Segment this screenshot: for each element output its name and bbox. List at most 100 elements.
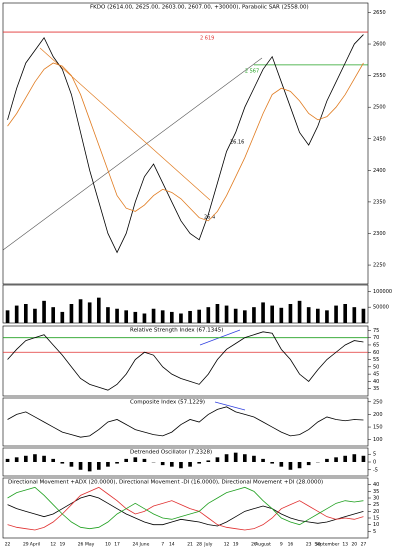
bar <box>297 462 302 469</box>
y-tick-label: 45 <box>373 372 379 378</box>
divergence-line <box>214 401 246 411</box>
level-label: 2 619 <box>200 36 214 42</box>
bar <box>288 462 293 470</box>
bar <box>169 311 174 323</box>
bar <box>151 308 156 323</box>
bar <box>133 457 138 462</box>
panel-title: FKDO (2614.00, 2625.00, 2603.00, 2607.00… <box>90 5 309 11</box>
bar <box>169 462 174 467</box>
y-tick-label: 2500 <box>373 105 386 111</box>
bar <box>87 462 92 472</box>
y-tick-label: -5 <box>373 467 378 473</box>
bar <box>96 297 101 323</box>
bar <box>142 458 147 462</box>
bar <box>325 310 329 323</box>
y-tick-label: 25 <box>373 502 379 508</box>
y-tick-label: 2600 <box>373 42 386 48</box>
panel-frame <box>2 2 369 285</box>
bar <box>306 307 311 323</box>
bar <box>261 302 265 323</box>
bar <box>361 455 366 462</box>
bar <box>197 309 202 323</box>
bar <box>206 307 211 323</box>
level-label: 2 567 <box>245 68 259 74</box>
y-tick-label: 50 <box>373 364 379 370</box>
series-line <box>7 494 364 527</box>
x-tick-label: August <box>255 542 271 548</box>
y-tick-label: 100 <box>373 437 383 443</box>
bar <box>69 304 74 323</box>
bar <box>224 305 229 323</box>
panel-title: Composite Index (57.1229) <box>130 400 205 406</box>
bar <box>133 311 138 323</box>
x-tick-label: 30 <box>315 542 321 548</box>
x-tick-label: 12 <box>224 542 230 548</box>
bar <box>179 313 183 323</box>
bar <box>233 308 238 323</box>
y-tick-label: 150 <box>373 425 383 431</box>
bar <box>188 310 192 323</box>
bar <box>270 305 275 323</box>
y-tick-label: 2300 <box>373 231 386 237</box>
panel-title: Directional Movement +ADX (20.0000), Dir… <box>8 480 323 486</box>
y-tick-label: 250 <box>373 399 383 405</box>
x-tick-label: 19 <box>59 542 65 548</box>
x-tick-label: July <box>203 542 212 548</box>
x-tick-label: 26 <box>251 542 257 548</box>
y-tick-label: 20 <box>373 509 379 515</box>
x-tick-label: May <box>85 542 95 548</box>
y-tick-label: 100000 <box>373 289 392 295</box>
bar <box>179 462 183 469</box>
bar <box>343 455 348 462</box>
x-tick-label: 10 <box>105 542 111 548</box>
panel-frame <box>2 397 369 447</box>
y-tick-label: 50000 <box>373 305 389 311</box>
y-tick-label: 2400 <box>373 168 386 174</box>
bar <box>14 457 19 462</box>
bar <box>197 462 202 464</box>
bar <box>352 454 357 462</box>
bar <box>334 457 338 462</box>
panel-title: Relative Strength Index (67.1345) <box>130 328 223 334</box>
y-tick-label: 35 <box>373 386 379 392</box>
bar <box>23 455 28 462</box>
x-tick-label: 12 <box>50 542 56 548</box>
bar <box>115 308 119 323</box>
bar <box>279 462 284 467</box>
x-tick-label: 9 <box>280 542 283 548</box>
bar <box>33 454 37 462</box>
x-tick-label: 27 <box>361 542 367 548</box>
x-tick-label: 29 <box>23 542 29 548</box>
y-tick-label: 10 <box>373 522 379 528</box>
bar <box>60 462 65 464</box>
x-tick-label: 22 <box>5 542 11 548</box>
x-tick-label: 14 <box>169 542 175 548</box>
y-tick-label: 55 <box>373 357 379 363</box>
series-line <box>7 331 364 391</box>
x-tick-label: 17 <box>114 542 120 548</box>
x-tick-label: 23 <box>306 542 312 548</box>
y-tick-label: 2650 <box>373 10 386 16</box>
bar <box>288 304 293 323</box>
bar <box>160 310 165 323</box>
y-tick-label: 5 <box>373 452 376 458</box>
trend-line <box>2 57 263 251</box>
bar <box>23 304 28 323</box>
bar <box>315 308 320 323</box>
y-tick-label: 5 <box>373 529 376 535</box>
bar <box>96 462 101 470</box>
x-tick-label: 28 <box>196 542 202 548</box>
y-tick-label: 0 <box>373 460 376 466</box>
y-tick-label: 30 <box>373 496 379 502</box>
x-tick-label: 26 <box>78 542 84 548</box>
bar <box>361 308 366 323</box>
bar <box>115 462 119 464</box>
bar <box>261 458 265 462</box>
bar <box>188 462 192 467</box>
bar <box>224 454 229 462</box>
bar <box>5 310 10 323</box>
annotation: 26.4 <box>204 215 215 221</box>
bar <box>69 462 74 467</box>
